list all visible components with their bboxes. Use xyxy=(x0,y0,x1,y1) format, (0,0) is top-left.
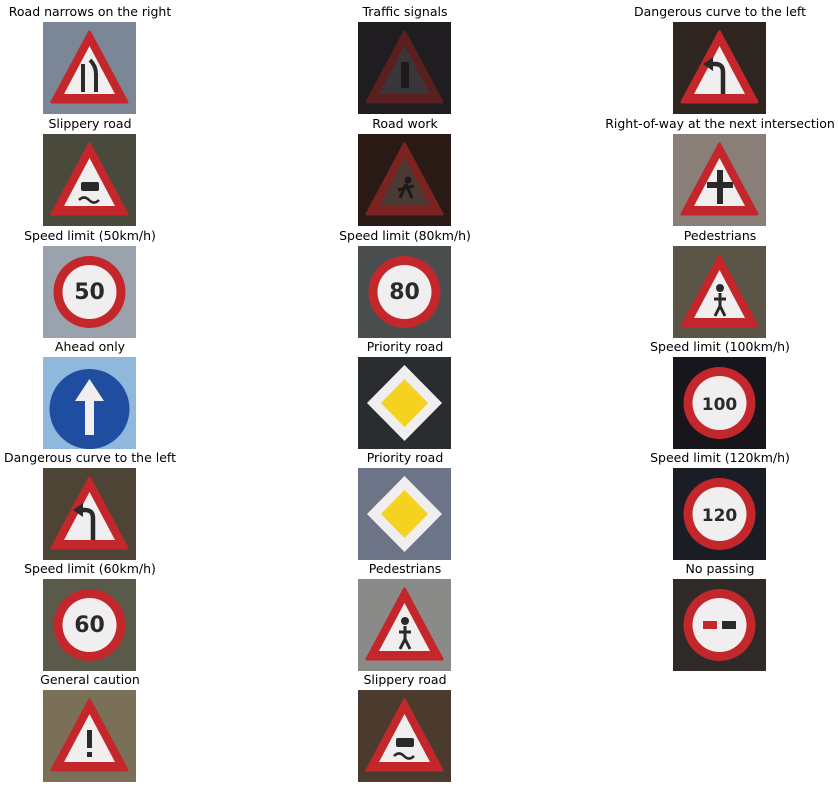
sign-title: Speed limit (100km/h) xyxy=(650,339,790,354)
sign-title: Speed limit (60km/h) xyxy=(24,561,156,576)
speed-limit-80-sign: 80 xyxy=(358,246,451,338)
sign-panel: Dangerous curve to the left xyxy=(580,0,838,114)
sign-title: Speed limit (50km/h) xyxy=(24,228,156,243)
sign-title: No passing xyxy=(685,561,755,576)
speed-limit-120-sign: 120 xyxy=(673,468,766,560)
sign-panel: Speed limit (50km/h) 50 xyxy=(0,224,230,338)
sign-panel: Ahead only xyxy=(0,335,230,449)
sign-panel: Pedestrians xyxy=(265,557,545,671)
pedestrians-sign xyxy=(358,579,451,671)
sign-title: Right-of-way at the next intersection xyxy=(605,116,835,131)
sign-title: Speed limit (80km/h) xyxy=(339,228,471,243)
sign-title: Pedestrians xyxy=(683,228,757,243)
pedestrians-sign xyxy=(673,246,766,338)
sign-title: Dangerous curve to the left xyxy=(633,4,806,19)
sign-panel: Road narrows on the right xyxy=(0,0,230,114)
dangerous-curve-left-sign xyxy=(673,22,766,114)
sign-panel: Speed limit (120km/h) 120 xyxy=(580,446,838,560)
road-work-sign xyxy=(358,134,451,226)
slippery-road-sign xyxy=(43,134,136,226)
sign-panel: Pedestrians xyxy=(580,224,838,338)
speed-limit-60-sign: 60 xyxy=(43,579,136,671)
sign-title: General caution xyxy=(40,672,140,687)
sign-panel: Priority road xyxy=(265,335,545,449)
sign-panel: Speed limit (100km/h) 100 xyxy=(580,335,838,449)
traffic-signals-sign xyxy=(358,22,451,114)
slippery-road-sign xyxy=(358,690,451,782)
sign-title: Dangerous curve to the left xyxy=(3,450,176,465)
road-narrows-right-sign xyxy=(43,22,136,114)
sign-title: Pedestrians xyxy=(368,561,442,576)
sign-title: Traffic signals xyxy=(362,4,448,19)
sign-panel: Traffic signals xyxy=(265,0,545,114)
sign-title: Priority road xyxy=(366,450,444,465)
sign-title: Road narrows on the right xyxy=(8,4,172,19)
sign-number: 100 xyxy=(702,395,738,415)
sign-panel: Slippery road xyxy=(0,112,230,226)
sign-panel: General caution xyxy=(0,668,230,782)
sign-panel: Dangerous curve to the left xyxy=(0,446,230,560)
sign-panel: Right-of-way at the next intersection xyxy=(580,112,838,226)
sign-number: 120 xyxy=(702,506,738,526)
sign-panel: Slippery road xyxy=(265,668,545,782)
sign-panel: No passing xyxy=(580,557,838,671)
sign-panel: Road work xyxy=(265,112,545,226)
sign-title: Road work xyxy=(372,116,438,131)
right-of-way-sign xyxy=(673,134,766,226)
sign-number: 60 xyxy=(74,613,105,638)
ahead-only-sign xyxy=(43,357,136,449)
priority-road-sign xyxy=(358,468,451,560)
sign-title: Slippery road xyxy=(363,672,447,687)
sign-title: Speed limit (120km/h) xyxy=(650,450,790,465)
sign-panel: Speed limit (80km/h) 80 xyxy=(265,224,545,338)
sign-title: Slippery road xyxy=(48,116,132,131)
sign-number: 80 xyxy=(389,280,420,305)
general-caution-sign xyxy=(43,690,136,782)
speed-limit-100-sign: 100 xyxy=(673,357,766,449)
dangerous-curve-left-sign xyxy=(43,468,136,560)
speed-limit-50-sign: 50 xyxy=(43,246,136,338)
sign-title: Priority road xyxy=(366,339,444,354)
sign-title: Ahead only xyxy=(54,339,126,354)
priority-road-sign xyxy=(358,357,451,449)
sign-panel: Priority road xyxy=(265,446,545,560)
sign-panel: Speed limit (60km/h) 60 xyxy=(0,557,230,671)
sign-number: 50 xyxy=(74,280,105,305)
no-passing-sign xyxy=(673,579,766,671)
